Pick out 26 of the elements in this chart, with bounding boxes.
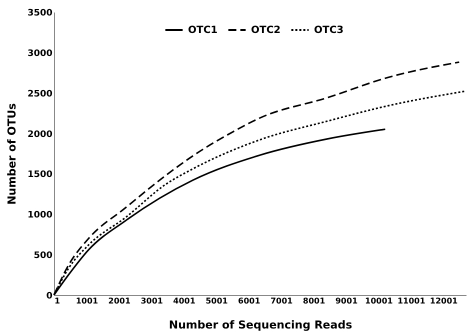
x-tick-label: 8001 <box>302 296 326 306</box>
x-tick-label: 10001 <box>365 296 394 306</box>
y-tick-label: 2000 <box>27 130 52 140</box>
x-tick-label: 7001 <box>270 296 294 306</box>
y-tick-label: 3500 <box>27 8 52 18</box>
x-tick-label: 1001 <box>76 296 99 306</box>
y-axis-title: Number of OTUs <box>5 102 18 205</box>
x-axis-title: Number of Sequencing Reads <box>168 318 353 332</box>
x-tick-label: 1 <box>54 296 60 306</box>
legend-label: OTC2 <box>251 25 281 36</box>
x-tick-label: 9001 <box>335 296 358 306</box>
y-tick-label: 3000 <box>27 48 52 59</box>
legend-label: OTC3 <box>314 25 344 36</box>
y-tick-label: 1000 <box>27 210 52 221</box>
x-tick-label: 11001 <box>397 296 426 306</box>
x-tick-label: 5001 <box>206 296 228 306</box>
y-tick-label: 2500 <box>27 89 52 100</box>
y-tick-label: 1500 <box>27 170 52 180</box>
x-tick-label: 4001 <box>173 296 196 306</box>
y-tick-label: 0 <box>46 292 52 302</box>
x-tick-label: 3001 <box>140 296 164 306</box>
x-tick-label: 6001 <box>238 296 261 306</box>
x-tick-label: 12001 <box>430 296 458 306</box>
x-tick-label: 2001 <box>108 296 131 306</box>
legend-label: OTC1 <box>188 25 218 36</box>
y-tick-label: 500 <box>34 251 52 262</box>
